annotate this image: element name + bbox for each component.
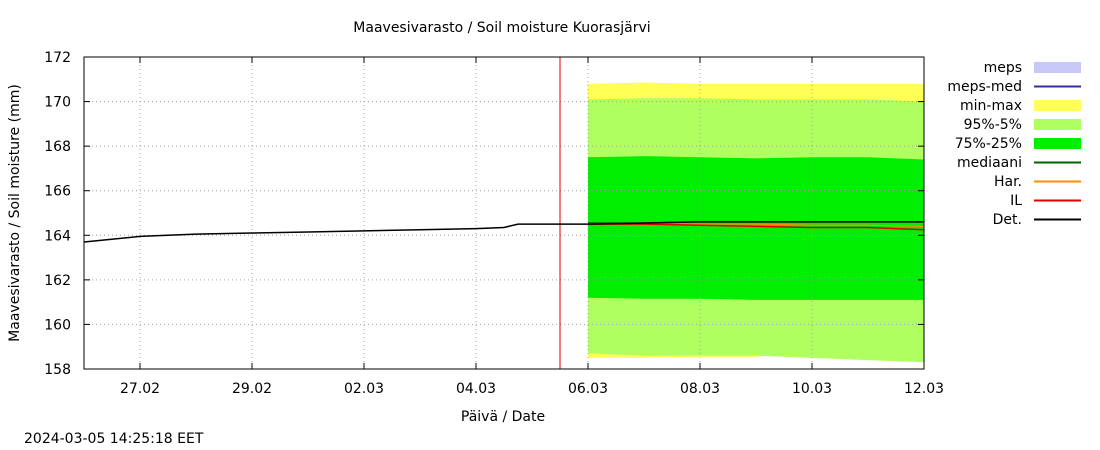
y-tick-label: 158 xyxy=(44,362,71,378)
legend-swatch-meps xyxy=(1034,62,1081,73)
y-axis-label: Maavesivarasto / Soil moisture (mm) xyxy=(7,84,23,342)
legend-label-95-5: 95%-5% xyxy=(964,117,1022,133)
x-tick-label: 08.03 xyxy=(680,381,720,397)
chart-title: Maavesivarasto / Soil moisture Kuorasjär… xyxy=(353,20,650,36)
observed-line xyxy=(83,223,588,243)
axes: 158 160 162 164 166 168 170 172 27.02 29.02 02.03 0… xyxy=(44,50,944,397)
y-tick-label: 172 xyxy=(44,50,71,66)
y-tick-label: 162 xyxy=(44,273,71,289)
forecast-line-det- xyxy=(587,221,924,225)
legend-swatch-75-25 xyxy=(1034,138,1081,149)
legend-label-meps-med: meps-med xyxy=(947,79,1022,95)
y-tick-label: 168 xyxy=(44,139,71,155)
legend-label-har: Har. xyxy=(994,174,1022,190)
legend-label-75-25: 75%-25% xyxy=(955,136,1022,152)
x-tick-label: 12.03 xyxy=(904,381,944,397)
x-tick-label: 29.02 xyxy=(232,381,272,397)
y-tick-label: 160 xyxy=(44,317,71,333)
plot-frame xyxy=(83,56,925,370)
legend-label-meps: meps xyxy=(984,60,1022,76)
plot-area xyxy=(83,57,925,369)
legend-label-min-max: min-max xyxy=(960,98,1022,114)
x-tick-label: 06.03 xyxy=(568,381,608,397)
y-tick-label: 164 xyxy=(44,228,71,244)
x-tick-label: 02.03 xyxy=(344,381,384,397)
band-75-25 xyxy=(588,156,924,300)
legend-swatch-95-5 xyxy=(1034,119,1081,130)
x-tick-label: 10.03 xyxy=(792,381,832,397)
legend-label-mediaani: mediaani xyxy=(957,155,1022,171)
x-tick-label: 04.03 xyxy=(456,381,496,397)
timestamp-footer: 2024-03-05 14:25:18 EET xyxy=(24,431,204,447)
legend: meps meps-med min-max 95%-5% 75%-25% mediaani… xyxy=(947,60,1081,228)
y-tick-label: 170 xyxy=(44,95,71,111)
y-tick-label: 166 xyxy=(44,184,71,200)
legend-label-il: IL xyxy=(1010,193,1022,209)
forecast-line-il xyxy=(588,223,925,231)
legend-label-det: Det. xyxy=(993,212,1022,228)
legend-swatch-min-max xyxy=(1034,100,1081,111)
x-tick-label: 27.02 xyxy=(120,381,160,397)
x-axis-label: Päivä / Date xyxy=(461,409,545,425)
